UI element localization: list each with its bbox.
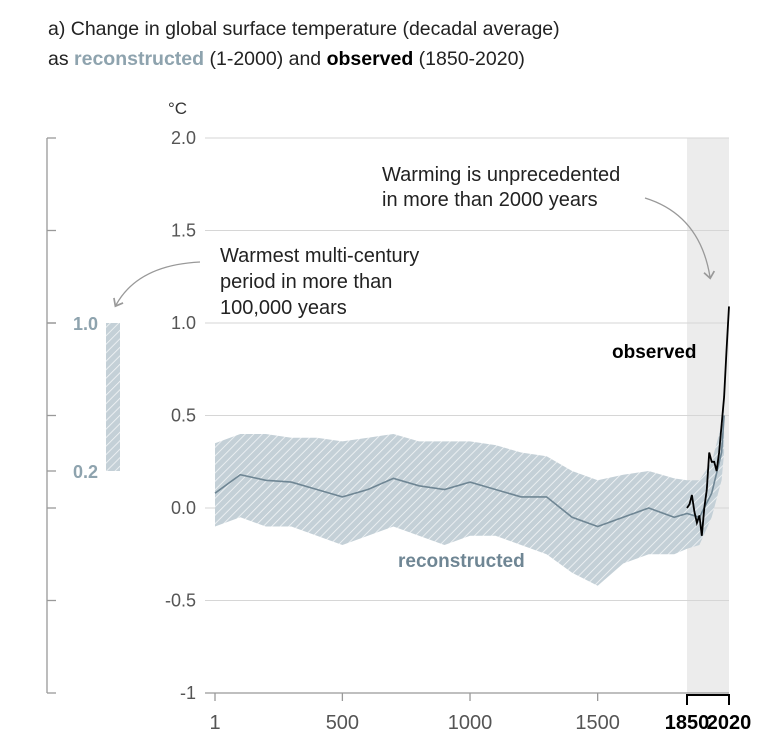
x-tick-label: 1	[209, 712, 220, 734]
y-tick-label: -1	[180, 683, 196, 703]
title-prefix: as	[48, 48, 75, 70]
y-tick-label: 1.0	[171, 313, 196, 333]
reconstructed-uncertainty-band	[215, 387, 725, 586]
annotation-warmest-arrow	[113, 261, 201, 308]
side-bar-low-label: 0.2	[73, 462, 98, 482]
x-tick-label: 2020	[707, 712, 752, 734]
annotation-warmest-line-1: Warmest multi-century	[220, 245, 419, 267]
x-tick-label: 1850	[665, 712, 710, 734]
title-observed: observed	[326, 48, 414, 70]
gridlines	[205, 137, 729, 694]
y-tick-label: 1.5	[171, 221, 196, 241]
title-line-1: a) Change in global surface temperature …	[48, 18, 560, 40]
observed-period-bracket	[686, 694, 730, 705]
y-axis-unit: °C	[168, 99, 187, 118]
title-mid: (1-2000) and	[204, 48, 327, 70]
y-tick-label: 0.0	[171, 498, 196, 518]
annotation-warming-line-2: in more than 2000 years	[382, 189, 598, 211]
side-axis: 1.0 0.2	[46, 137, 120, 694]
y-tick-label: 0.5	[171, 406, 196, 426]
y-tick-labels: 2.0 1.5 1.0 0.5 0.0 -0.5 -1	[165, 128, 196, 703]
chart-title: a) Change in global surface temperature …	[48, 14, 560, 74]
x-tick-label: 1500	[575, 712, 620, 734]
annotation-warmest-line-2: period in more than	[220, 271, 392, 293]
title-reconstructed: reconstructed	[74, 48, 205, 70]
title-line-2: as reconstructed (1-2000) and observed (…	[48, 44, 560, 74]
reconstructed-series-line	[214, 415, 725, 528]
annotation-warming-line-1: Warming is unprecedented	[382, 164, 620, 186]
series-label-observed: observed	[612, 342, 696, 363]
side-bar-high-label: 1.0	[73, 314, 98, 334]
x-tick-label: 1000	[448, 712, 493, 734]
x-tick-label: 500	[326, 712, 359, 734]
annotation-warmest-line-3: 100,000 years	[220, 297, 347, 319]
observed-series-line	[686, 306, 730, 536]
title-suffix: (1850-2020)	[413, 48, 525, 70]
y-tick-label: -0.5	[165, 591, 196, 611]
y-tick-label: 2.0	[171, 128, 196, 148]
series-label-reconstructed: reconstructed	[398, 551, 525, 572]
annotation-warming-arrow	[644, 197, 716, 280]
warmest-period-bar	[106, 323, 120, 471]
